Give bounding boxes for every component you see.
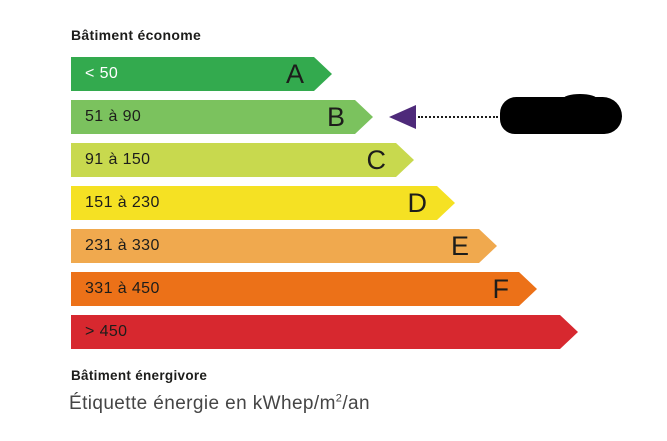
range-label: 331 à 450 [85,280,160,297]
class-letter: E [450,230,469,261]
class-letter: C [366,144,386,175]
energy-class-row: > 450 [71,315,622,349]
energy-class-bar: 231 à 330 E [71,229,497,263]
energy-class-row-d: 151 à 230 D [71,186,622,220]
arrow-left-icon [389,105,416,129]
range-label: 231 à 330 [85,237,160,254]
redacted-value [500,93,622,134]
energy-class-bars: < 50 A 51 à 90 B 91 à 150 C 151 à 230 D 231 à 33… [71,57,622,358]
class-letter: F [492,273,509,304]
caption-superscript: 2 [335,392,343,405]
energy-class-bar: < 50 A [71,57,332,91]
range-label: 51 à 90 [85,108,142,125]
scale-bottom-label: Bâtiment énergivore [71,368,208,383]
class-letter: A [285,58,304,89]
energy-class-bar: > 450 [71,315,578,349]
caption-text: Étiquette énergie en kWhep/m [69,393,336,414]
range-label: 91 à 150 [85,151,151,168]
energy-class-row-a: < 50 A [71,57,622,91]
range-label: > 450 [85,323,128,340]
chart-caption: Étiquette énergie en kWhep/m2/an [69,393,370,415]
selected-class-marker [389,93,622,136]
energy-class-row-b: 51 à 90 B [71,93,622,136]
energy-class-bar: 331 à 450 F [71,272,537,306]
range-label: 151 à 230 [85,194,160,211]
scale-top-label: Bâtiment économe [71,27,202,43]
energy-class-bar: 91 à 150 C [71,143,414,177]
range-label: < 50 [85,65,119,82]
energy-class-row-c: 91 à 150 C [71,143,622,177]
dotted-connector [418,116,498,118]
energy-class-row-f: 331 à 450 F [71,272,622,306]
energy-class-bar: 151 à 230 D [71,186,455,220]
energy-class-row-e: 231 à 330 E [71,229,622,263]
class-letter: D [407,187,427,218]
caption-suffix: /an [342,393,370,414]
energy-class-bar: 51 à 90 B [71,100,373,134]
class-letter: B [326,101,345,132]
